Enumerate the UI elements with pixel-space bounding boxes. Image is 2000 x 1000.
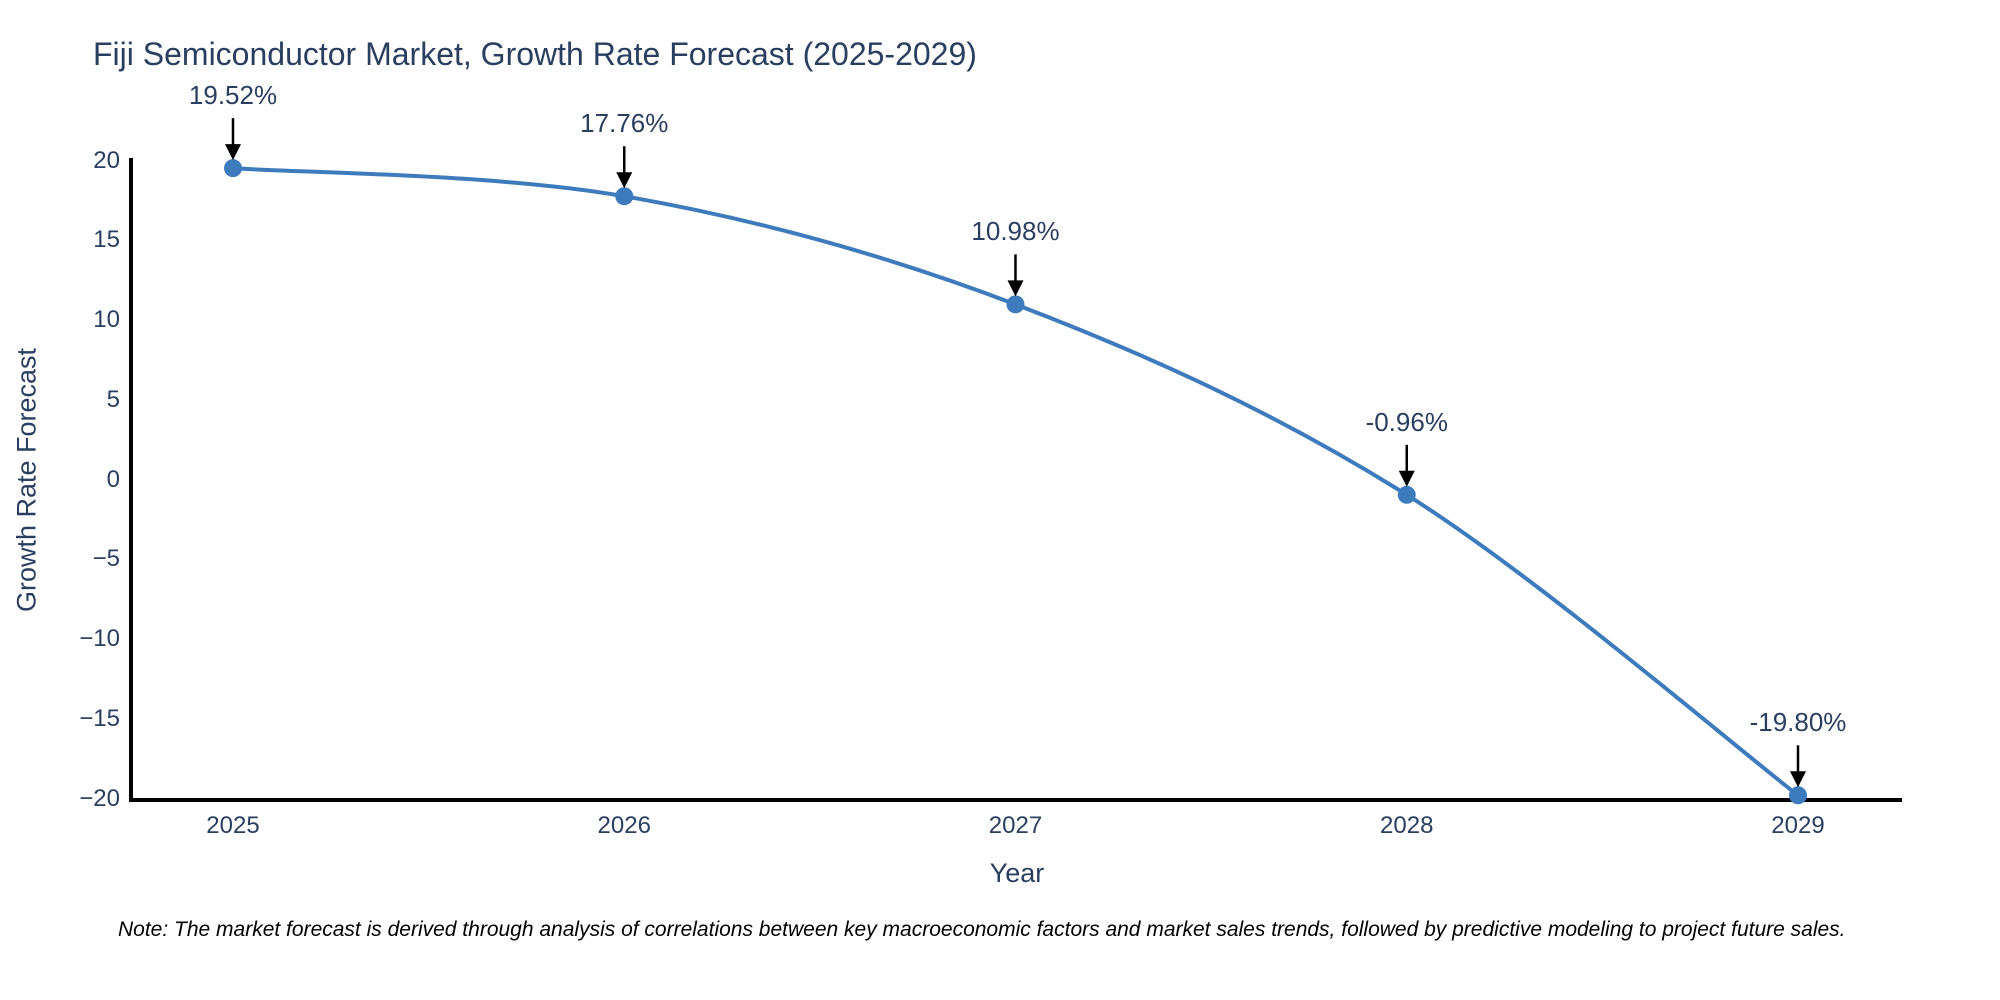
x-tick-label: 2028 [1380,812,1434,839]
y-tick-label: −10 [79,625,120,652]
x-axis-title: Year [989,858,1045,888]
data-point-marker [1789,786,1807,805]
x-tick-label: 2026 [597,812,651,839]
data-point-marker [224,159,242,178]
y-tick-label: −15 [79,704,120,732]
y-tick-label: 20 [93,146,120,174]
y-tick-label: 10 [93,306,120,333]
point-value-label: -0.96% [1365,406,1448,437]
forecast-line [232,166,1800,797]
annotation-arrowhead [1007,280,1024,297]
annotation-arrowhead [225,144,241,161]
point-value-label: 19.52% [188,80,278,111]
data-point-marker [1006,295,1025,314]
y-tick-label: −5 [92,545,120,573]
point-value-label: 10.98% [971,216,1060,247]
y-tick-label: 0 [106,465,120,493]
y-tick-label: −20 [79,784,120,812]
x-tick-label: 2029 [1771,812,1825,839]
footnote: Note: The market forecast is derived thr… [118,918,1846,941]
chart-title: Fiji Semiconductor Market, Growth Rate F… [93,36,977,72]
annotation-arrowhead [1398,470,1415,487]
x-tick-label: 2027 [988,812,1043,839]
point-value-label: -19.80% [1749,707,1847,738]
annotation-arrowhead [1790,771,1806,788]
x-tick-label: 2025 [206,812,260,839]
y-tick-label: 5 [106,385,120,413]
point-value-label: 17.76% [580,108,669,139]
data-point-marker [615,187,634,206]
data-point-marker [1397,485,1416,504]
annotation-arrowhead [616,172,633,189]
y-tick-label: 15 [93,226,120,254]
